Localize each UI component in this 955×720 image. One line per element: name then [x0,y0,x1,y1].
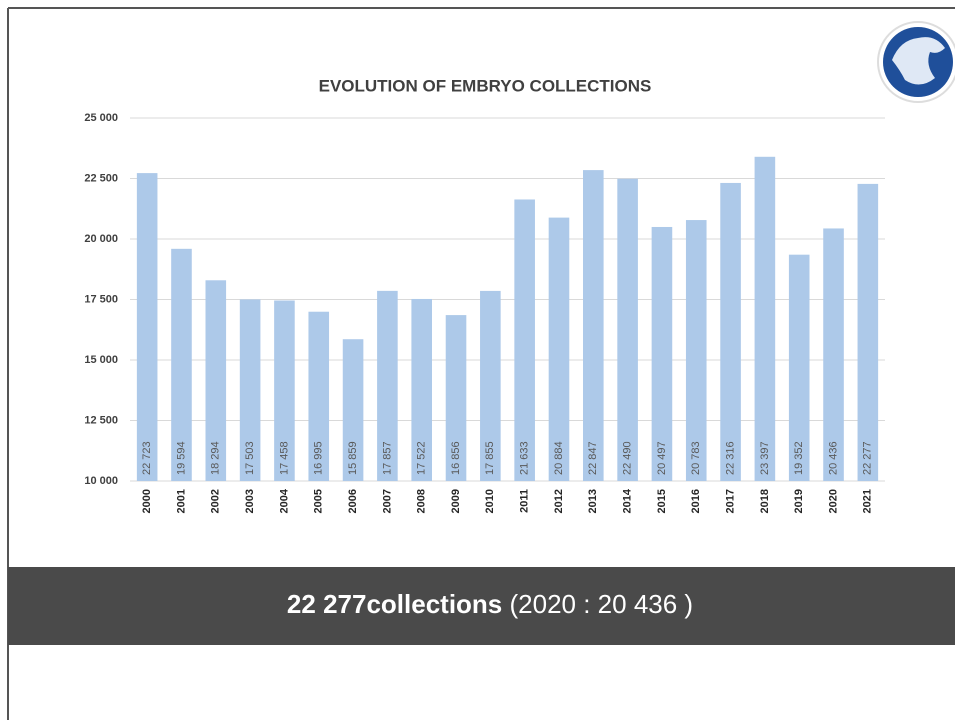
value-label: 16 995 [313,441,325,475]
banner [8,567,955,645]
value-label: 20 783 [690,441,702,475]
bar [788,254,810,481]
bar [274,300,295,481]
banner-text: 22 277collections (2020 : 20 436 ) [287,589,693,619]
bar [377,290,398,481]
bar [720,182,741,481]
bar [239,299,261,481]
x-tick-label: 2013 [587,489,599,513]
chart-title: EVOLUTION OF EMBRYO COLLECTIONS [319,76,652,95]
y-tick-label: 25 000 [84,112,118,124]
bar [308,311,330,481]
y-tick-label: 10 000 [84,475,118,487]
logo [877,21,955,103]
value-label: 20 497 [656,441,668,475]
value-label: 17 855 [484,441,496,475]
x-tick-label: 2001 [175,489,187,513]
bar [857,183,879,481]
x-tick-label: 2010 [484,489,496,513]
banner-detail: (2020 : 20 436 ) [510,589,694,619]
value-label: 22 316 [724,441,736,475]
x-tick-label: 2014 [622,488,634,513]
bar [480,290,501,481]
x-tick-label: 2002 [210,489,222,513]
value-label: 22 490 [622,441,634,475]
bar [205,280,227,481]
x-tick-label: 2021 [862,489,874,513]
x-tick-label: 2017 [724,489,736,513]
y-tick-label: 15 000 [84,354,118,366]
value-label: 19 352 [793,441,805,475]
bar [685,220,707,482]
x-tick-label: 2011 [519,489,531,513]
x-tick-label: 2005 [313,489,325,513]
x-tick-label: 2019 [793,489,805,513]
bar [514,199,535,482]
bar [136,173,158,481]
value-label: 22 847 [587,441,599,475]
bar [342,339,364,481]
bar [411,298,432,481]
banner-highlight: 22 277collections [287,589,502,619]
x-tick-label: 2015 [656,489,668,513]
value-label: 21 633 [519,441,531,475]
value-label: 20 884 [553,441,565,475]
x-tick-label: 2006 [347,489,359,513]
bar [445,315,467,481]
value-label: 18 294 [210,441,222,475]
x-tick-label: 2020 [827,489,839,513]
bar [754,156,776,481]
x-tick-label: 2000 [141,489,153,513]
value-label: 16 856 [450,441,462,475]
value-label: 22 723 [141,441,153,475]
x-tick-label: 2009 [450,489,462,513]
bar [617,178,638,481]
bar [823,228,844,481]
value-label: 17 857 [381,441,393,475]
x-tick-label: 2018 [759,489,771,513]
x-tick-label: 2012 [553,489,565,513]
x-tick-label: 2008 [416,489,428,513]
value-label: 22 277 [862,441,874,475]
value-label: 15 859 [347,441,359,475]
value-label: 19 594 [175,441,187,475]
bar [583,170,604,481]
value-label: 17 458 [278,441,290,475]
x-tick-label: 2004 [278,488,290,513]
x-tick-label: 2007 [381,489,393,513]
y-tick-label: 12 500 [84,414,118,426]
x-tick-label: 2003 [244,489,256,513]
value-label: 23 397 [759,441,771,475]
bar [651,226,673,481]
bar [171,248,192,481]
y-tick-label: 17 500 [84,293,118,305]
value-label: 17 522 [416,441,428,475]
y-tick-label: 20 000 [84,233,118,245]
bar [548,217,570,482]
value-label: 20 436 [827,441,839,475]
y-tick-label: 22 500 [84,172,118,184]
value-label: 17 503 [244,441,256,475]
x-tick-label: 2016 [690,489,702,513]
